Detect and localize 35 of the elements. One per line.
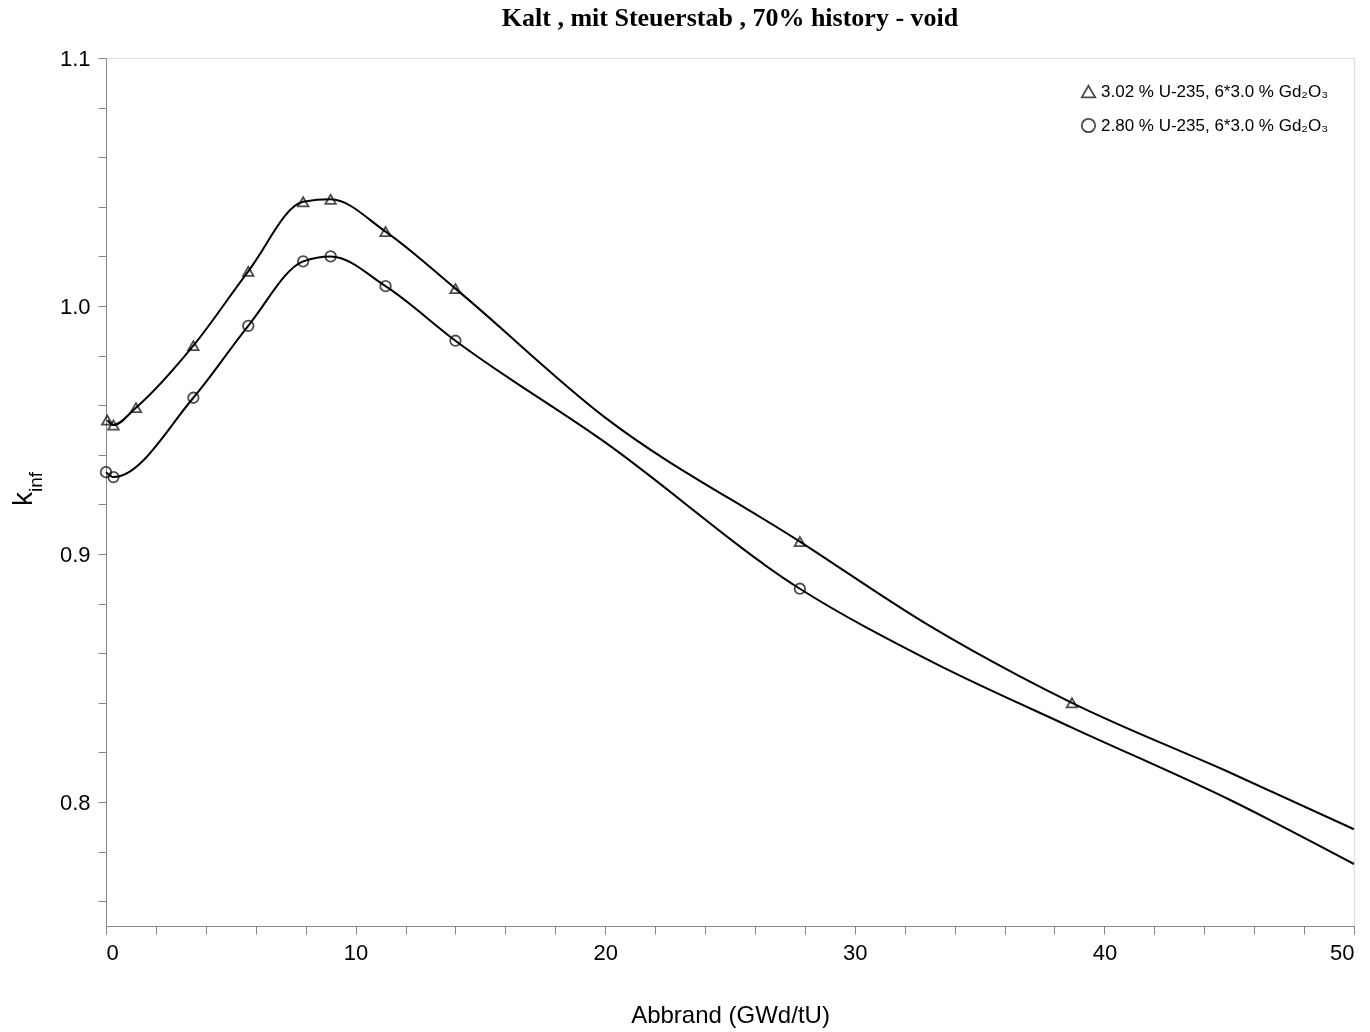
chart-title: Kalt , mit Steuerstab , 70% history - void <box>501 3 959 32</box>
point <box>297 196 310 208</box>
point <box>187 391 200 404</box>
y-tick-label: 1.0 <box>59 293 91 319</box>
point <box>101 414 114 426</box>
point <box>187 340 200 352</box>
point <box>107 419 120 431</box>
point <box>449 334 462 347</box>
point <box>242 319 255 332</box>
x-tick-label: 10 <box>343 939 369 965</box>
point <box>324 193 337 205</box>
point <box>449 283 462 295</box>
y-tick-label: 0.9 <box>59 541 91 567</box>
point <box>242 265 255 277</box>
point <box>297 255 310 268</box>
x-tick-label: 20 <box>593 939 618 965</box>
point <box>99 466 113 479</box>
legend-label: 3.02 % U-235, 6*3.0 % Gd₂O₃ <box>1101 81 1329 101</box>
x-tick-label: 0 <box>106 939 119 965</box>
point <box>793 536 807 548</box>
point <box>1065 697 1079 709</box>
x-tick-label: 40 <box>1092 939 1118 965</box>
y-tick-label: 0.8 <box>59 789 91 815</box>
point <box>129 402 143 414</box>
x-tick-label: 30 <box>843 939 868 965</box>
point <box>793 582 807 595</box>
legend-label: 2.80 % U-235, 6*3.0 % Gd₂O₃ <box>1101 115 1329 135</box>
y-axis-title: kinf <box>7 471 46 506</box>
point <box>379 226 392 238</box>
x-tick-label: 50 <box>1330 939 1355 965</box>
point <box>379 280 392 293</box>
point <box>107 470 120 484</box>
x-axis-title: Abbrand (GWd/tU) <box>631 1000 830 1028</box>
point <box>324 250 337 263</box>
y-tick-label: 1.1 <box>59 45 91 71</box>
